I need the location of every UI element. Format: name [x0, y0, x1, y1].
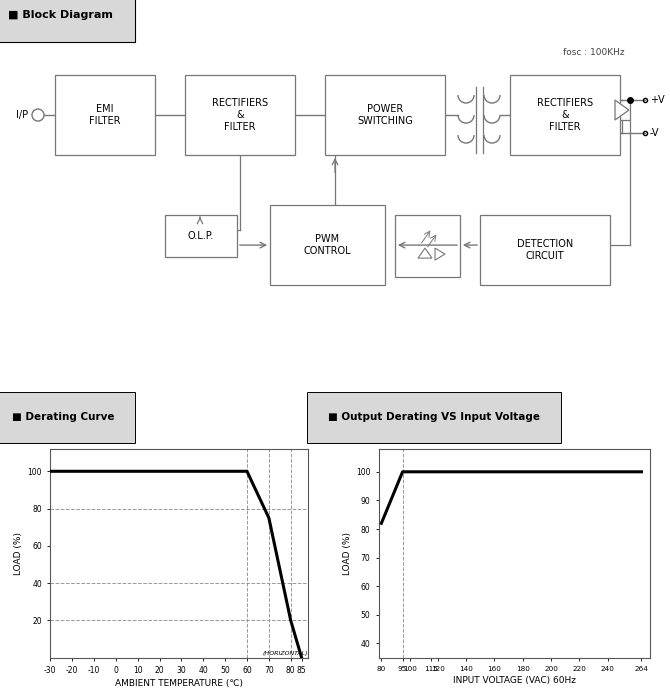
Text: RECTIFIERS
&
FILTER: RECTIFIERS & FILTER	[212, 98, 268, 132]
Bar	[325, 75, 445, 155]
Text: EMI
FILTER: EMI FILTER	[89, 104, 121, 126]
Text: (HORIZONTAL): (HORIZONTAL)	[263, 651, 308, 656]
Text: ■ Output Derating VS Input Voltage: ■ Output Derating VS Input Voltage	[328, 413, 540, 422]
Text: fosc : 100KHz: fosc : 100KHz	[563, 48, 625, 57]
Bar	[185, 75, 295, 155]
Text: DETECTION
CIRCUIT: DETECTION CIRCUIT	[517, 239, 573, 261]
Text: ■ Derating Curve: ■ Derating Curve	[12, 413, 115, 422]
Text: POWER
SWITCHING: POWER SWITCHING	[357, 104, 413, 126]
Bar	[510, 75, 620, 155]
Text: +V: +V	[650, 95, 665, 105]
Text: PWM
CONTROL: PWM CONTROL	[304, 235, 351, 256]
Text: O.L.P.: O.L.P.	[188, 231, 214, 241]
Bar	[480, 215, 610, 285]
X-axis label: AMBIENT TEMPERATURE (℃): AMBIENT TEMPERATURE (℃)	[115, 679, 243, 688]
Polygon shape	[435, 248, 445, 260]
X-axis label: INPUT VOLTAGE (VAC) 60Hz: INPUT VOLTAGE (VAC) 60Hz	[453, 677, 576, 686]
Bar	[395, 215, 460, 277]
Bar	[165, 215, 237, 257]
Bar	[55, 75, 155, 155]
Bar	[270, 205, 385, 285]
Text: -V: -V	[650, 128, 659, 138]
Y-axis label: LOAD (%): LOAD (%)	[14, 532, 23, 575]
Text: I/P: I/P	[16, 110, 28, 120]
Text: ■ Block Diagram: ■ Block Diagram	[8, 10, 113, 20]
Y-axis label: LOAD (%): LOAD (%)	[342, 532, 352, 575]
Polygon shape	[615, 100, 629, 120]
Polygon shape	[418, 248, 432, 258]
Text: RECTIFIERS
&
FILTER: RECTIFIERS & FILTER	[537, 98, 593, 132]
